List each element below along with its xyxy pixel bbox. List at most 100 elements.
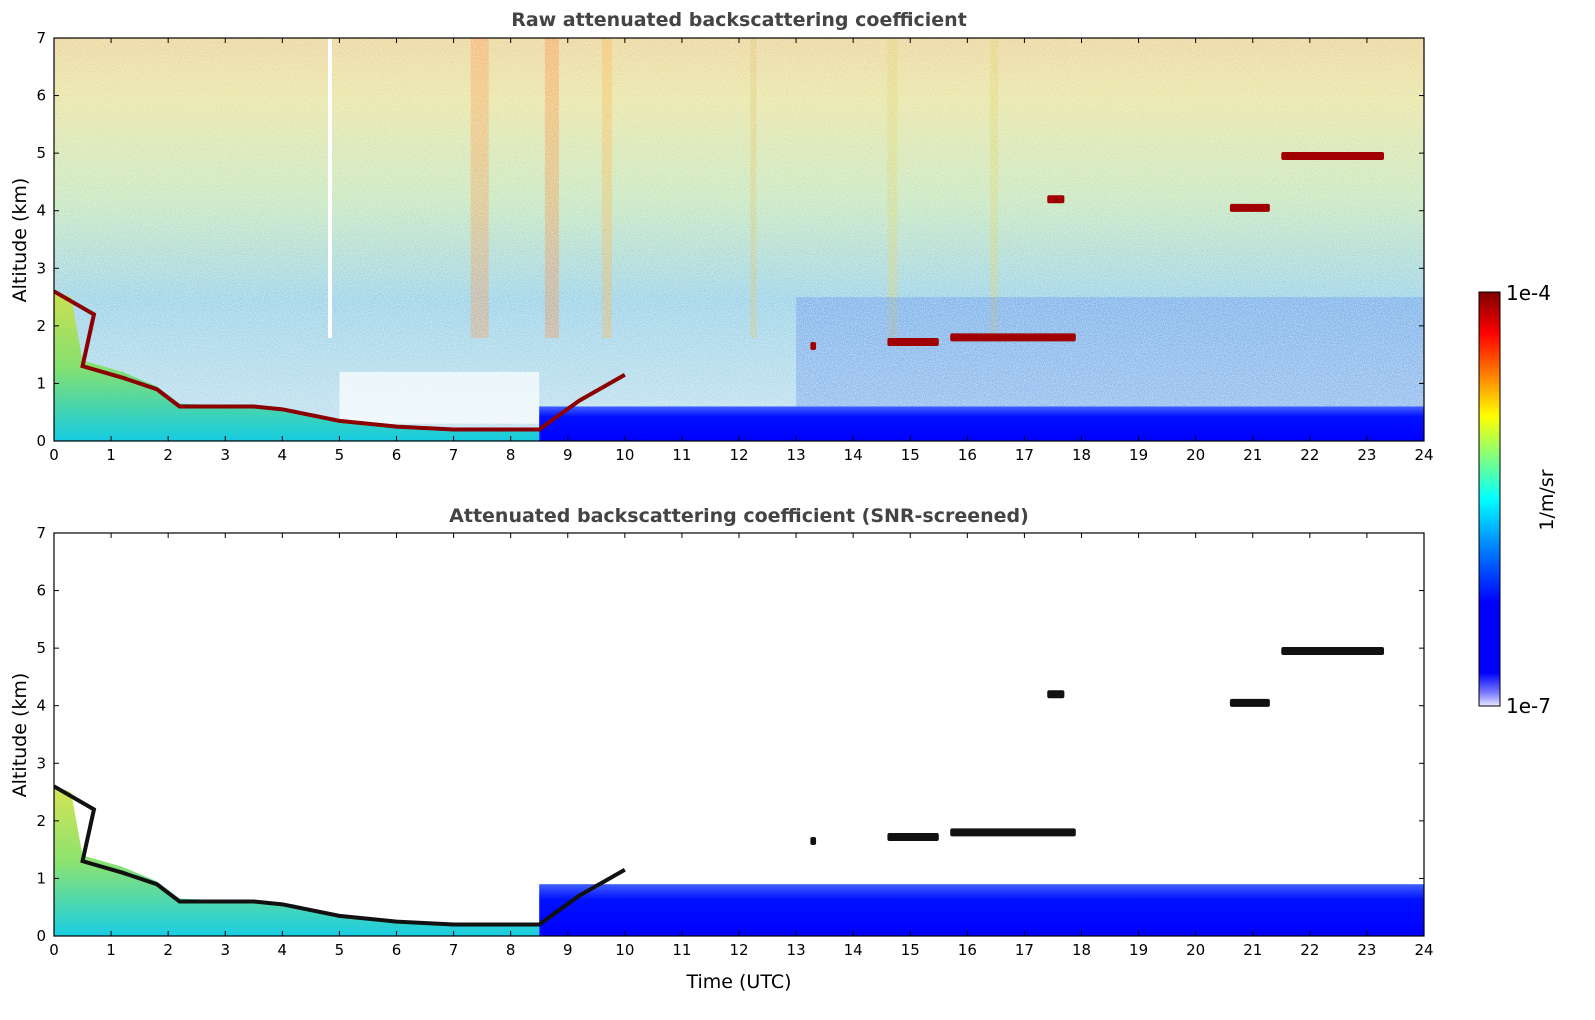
x-tick-label: 24 bbox=[1414, 941, 1433, 959]
x-tick-label: 15 bbox=[901, 941, 920, 959]
x-tick-label: 1 bbox=[106, 941, 116, 959]
x-tick-label: 12 bbox=[729, 446, 748, 464]
raw-y-axis-label: Altitude (km) bbox=[9, 178, 31, 303]
y-tick-label: 5 bbox=[36, 144, 46, 162]
x-tick-label: 19 bbox=[1129, 446, 1148, 464]
x-tick-label: 23 bbox=[1357, 446, 1376, 464]
x-tick-label: 4 bbox=[278, 941, 288, 959]
x-tick-label: 8 bbox=[506, 446, 516, 464]
y-tick-label: 0 bbox=[36, 927, 46, 945]
colorbar-top-label: 1e-4 bbox=[1506, 281, 1551, 305]
x-tick-label: 9 bbox=[563, 941, 573, 959]
boundary-layer-top bbox=[54, 784, 626, 927]
x-tick-label: 11 bbox=[672, 446, 691, 464]
cloud-layer bbox=[887, 337, 939, 346]
y-tick-label: 5 bbox=[36, 639, 46, 657]
colorbar-unit-label: 1/m/sr bbox=[1536, 469, 1558, 530]
near-ground-signal bbox=[539, 884, 1424, 936]
screened-features bbox=[54, 647, 1424, 936]
x-tick-label: 23 bbox=[1357, 941, 1376, 959]
x-tick-label: 4 bbox=[278, 446, 288, 464]
x-tick-label: 18 bbox=[1072, 941, 1091, 959]
near-ground-signal bbox=[539, 406, 1424, 441]
screened-panel-title: Attenuated backscattering coefficient (S… bbox=[449, 505, 1029, 527]
y-tick-label: 1 bbox=[36, 374, 46, 392]
y-tick-label: 3 bbox=[36, 754, 46, 772]
x-tick-label: 3 bbox=[220, 446, 230, 464]
x-tick-label: 13 bbox=[787, 446, 806, 464]
x-tick-label: 9 bbox=[563, 446, 573, 464]
cloud-layer bbox=[1281, 647, 1385, 656]
x-tick-label: 2 bbox=[163, 941, 173, 959]
raw-panel: Raw attenuated backscattering coefficien… bbox=[9, 9, 1434, 464]
screened-axis-ticks: 0 1 2 3 4 5 6 7 8 9 10 11 12 13 14 15 16 17 18 19 20 21 22 23 24… bbox=[36, 524, 1433, 959]
colorbar-gradient bbox=[1478, 291, 1501, 707]
x-tick-label: 14 bbox=[844, 941, 863, 959]
screened-background bbox=[54, 533, 1424, 936]
y-tick-label: 1 bbox=[36, 869, 46, 887]
y-tick-label: 7 bbox=[36, 29, 46, 47]
raw-panel-title: Raw attenuated backscattering coefficien… bbox=[511, 9, 967, 31]
x-tick-label: 0 bbox=[49, 941, 59, 959]
cloud-layer bbox=[1229, 203, 1270, 212]
x-axis-label: Time (UTC) bbox=[685, 971, 791, 993]
x-tick-label: 6 bbox=[392, 446, 402, 464]
x-tick-label: 13 bbox=[787, 941, 806, 959]
colorbar: 1e-4 1e-7 1/m/sr bbox=[1478, 281, 1558, 718]
x-tick-label: 1 bbox=[106, 446, 116, 464]
y-tick-label: 6 bbox=[36, 87, 46, 105]
y-tick-label: 4 bbox=[36, 697, 46, 715]
x-tick-label: 16 bbox=[958, 941, 977, 959]
cloud-layer bbox=[887, 832, 939, 841]
y-tick-label: 2 bbox=[36, 812, 46, 830]
screened-y-axis-label: Altitude (km) bbox=[9, 673, 31, 798]
cloud-layer bbox=[810, 837, 817, 846]
x-tick-label: 16 bbox=[958, 446, 977, 464]
raw-features bbox=[54, 152, 1424, 441]
raw-heatmap bbox=[54, 38, 1424, 441]
x-tick-label: 0 bbox=[49, 446, 59, 464]
y-tick-label: 3 bbox=[36, 259, 46, 277]
y-tick-label: 4 bbox=[36, 202, 46, 220]
cloud-layer bbox=[1229, 698, 1270, 707]
cloud-layer bbox=[950, 828, 1076, 837]
x-tick-label: 22 bbox=[1300, 446, 1319, 464]
x-tick-label: 18 bbox=[1072, 446, 1091, 464]
x-tick-label: 7 bbox=[449, 446, 459, 464]
x-tick-label: 17 bbox=[1015, 446, 1034, 464]
x-tick-label: 14 bbox=[844, 446, 863, 464]
x-tick-label: 21 bbox=[1243, 941, 1262, 959]
raw-noise bbox=[54, 38, 1424, 441]
y-tick-label: 7 bbox=[36, 524, 46, 542]
colorbar-bottom-label: 1e-7 bbox=[1506, 694, 1551, 718]
cloud-layer bbox=[1047, 690, 1065, 699]
x-tick-label: 21 bbox=[1243, 446, 1262, 464]
screened-heatmap bbox=[54, 533, 1424, 936]
x-tick-label: 2 bbox=[163, 446, 173, 464]
cloud-layer bbox=[950, 333, 1076, 342]
x-tick-label: 7 bbox=[449, 941, 459, 959]
x-tick-label: 24 bbox=[1414, 446, 1433, 464]
screened-panel: Attenuated backscattering coefficient (S… bbox=[9, 505, 1434, 993]
x-tick-label: 15 bbox=[901, 446, 920, 464]
cloud-layer bbox=[810, 342, 817, 351]
x-tick-label: 12 bbox=[729, 941, 748, 959]
x-tick-label: 10 bbox=[615, 941, 634, 959]
x-tick-label: 22 bbox=[1300, 941, 1319, 959]
y-tick-label: 0 bbox=[36, 432, 46, 450]
x-tick-label: 3 bbox=[220, 941, 230, 959]
x-tick-label: 5 bbox=[335, 941, 345, 959]
raw-axis-ticks: 0 1 2 3 4 5 6 7 8 9 10 11 12 13 14 15 16 17 18 19 20 21 22 23 24… bbox=[36, 29, 1433, 464]
cloud-layer bbox=[1281, 152, 1385, 161]
cloud-layer bbox=[1047, 195, 1065, 204]
x-tick-label: 5 bbox=[335, 446, 345, 464]
x-tick-label: 20 bbox=[1186, 941, 1205, 959]
x-tick-label: 11 bbox=[672, 941, 691, 959]
x-tick-label: 6 bbox=[392, 941, 402, 959]
x-tick-label: 10 bbox=[615, 446, 634, 464]
x-tick-label: 19 bbox=[1129, 941, 1148, 959]
x-tick-label: 17 bbox=[1015, 941, 1034, 959]
y-tick-label: 6 bbox=[36, 582, 46, 600]
y-tick-label: 2 bbox=[36, 317, 46, 335]
